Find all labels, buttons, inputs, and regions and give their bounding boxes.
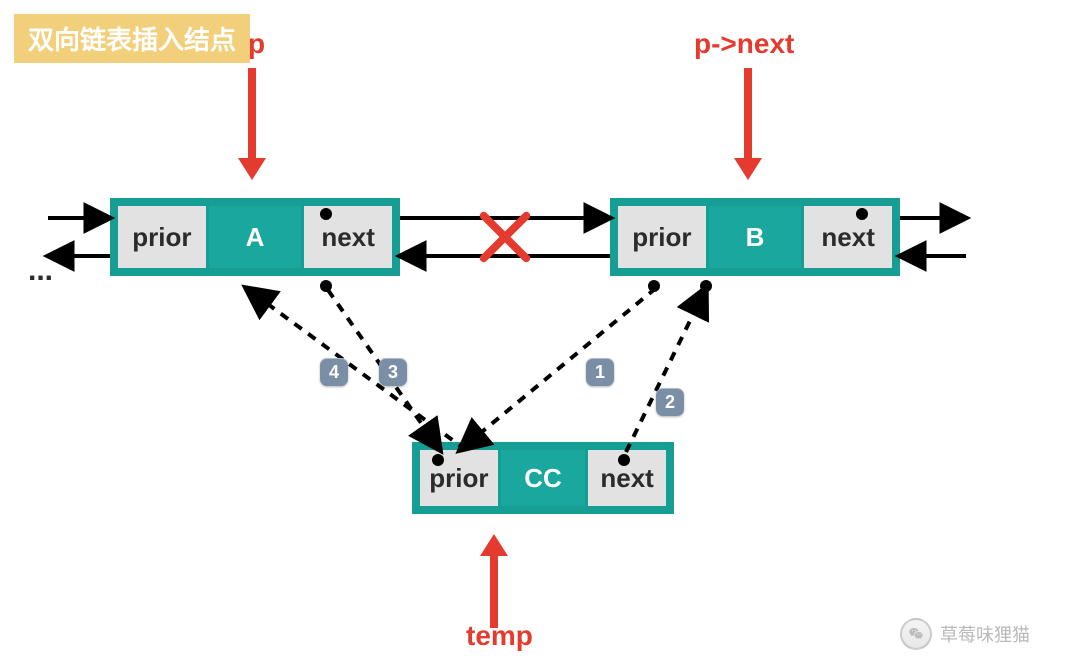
node-cc-data: CC [501,450,585,506]
step-badge-1: 1 [586,358,614,386]
node-cc: prior CC next [412,442,674,514]
watermark: 草莓味狸猫 [900,618,1030,650]
red-arrow-p [238,68,266,180]
connector-dot [432,454,444,466]
connector-dot [700,280,712,292]
watermark-text: 草莓味狸猫 [940,621,1030,647]
label-p: p [248,28,265,60]
title-badge: 双向链表插入结点 [14,14,250,63]
connector-dot [320,280,332,292]
wechat-icon [900,618,932,650]
node-a-next: next [301,206,392,268]
step-badge-3: 3 [379,358,407,386]
node-b-data: B [709,206,801,268]
title-text: 双向链表插入结点 [28,25,236,55]
connector-dot [648,280,660,292]
connector-dot [618,454,630,466]
arrows-overlay [0,0,1080,666]
connector-dot [856,208,868,220]
x-mark-icon [477,209,533,265]
connector-dot [320,208,332,220]
step-badge-4: 4 [320,358,348,386]
node-b-next: next [801,206,892,268]
step-badge-2: 2 [656,388,684,416]
label-pnext: p->next [694,28,794,60]
node-a: prior A next [110,198,400,276]
node-b-prior: prior [618,206,709,268]
ellipsis: ... [28,254,53,288]
red-arrow-pnext [734,68,762,180]
red-arrow-temp [480,534,508,628]
node-a-data: A [209,206,301,268]
node-a-prior: prior [118,206,209,268]
diagram-canvas: 双向链表插入结点 p p->next temp ... prior A next… [0,0,1080,666]
